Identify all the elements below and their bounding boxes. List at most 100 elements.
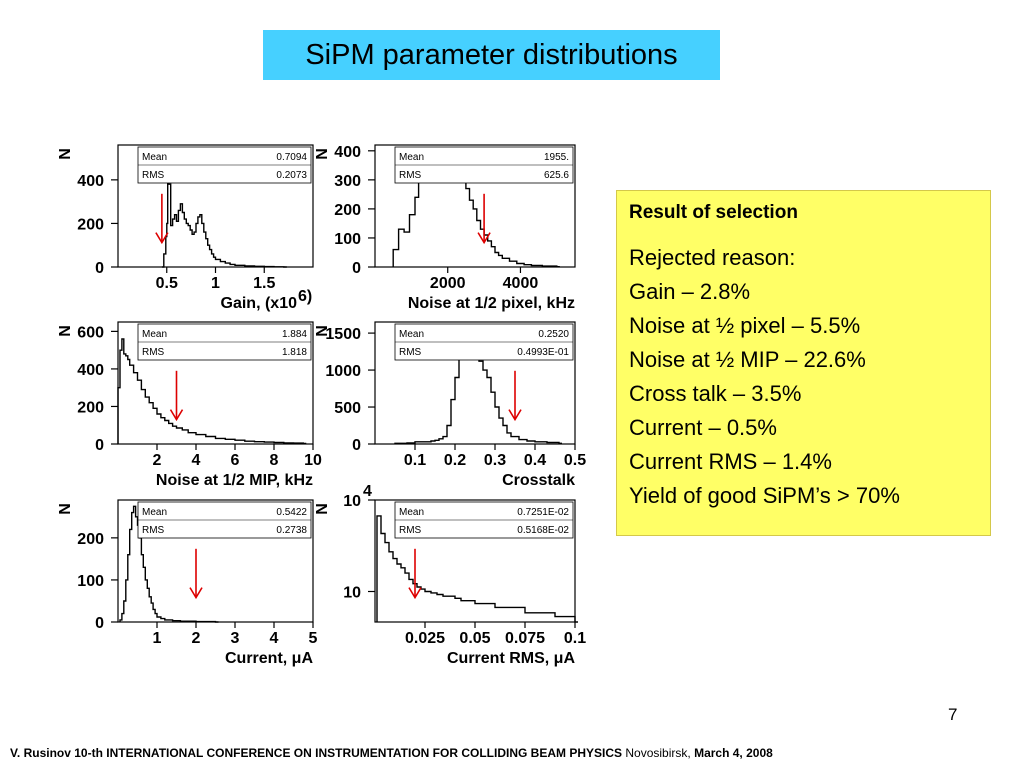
stats-mean-value: 1955. bbox=[544, 152, 569, 163]
y-tick-label: 100 bbox=[334, 231, 361, 248]
x-tick-label: 0.3 bbox=[484, 452, 506, 469]
x-tick-label: 4 bbox=[270, 630, 279, 647]
stats-rms-value: 0.2738 bbox=[276, 525, 307, 536]
x-tick-label: 0.1 bbox=[564, 630, 586, 647]
y-tick-exponent: 4 bbox=[363, 483, 372, 500]
x-tick-label: 3 bbox=[231, 630, 240, 647]
x-tick-label: 4 bbox=[192, 452, 201, 469]
result-line: Rejected reason: bbox=[629, 245, 796, 270]
y-axis-title: N bbox=[57, 503, 74, 515]
result-line: Noise at ½ pixel – 5.5% bbox=[629, 313, 861, 338]
x-tick-label: 2 bbox=[153, 452, 162, 469]
footer-date: March 4, 2008 bbox=[694, 746, 773, 760]
x-tick-label: 4000 bbox=[503, 275, 539, 292]
y-tick-label: 200 bbox=[77, 216, 104, 233]
cut-arrow-head bbox=[477, 232, 491, 245]
stats-mean-label: Mean bbox=[142, 152, 167, 163]
cut-arrow-head bbox=[508, 409, 522, 422]
y-tick-label: 200 bbox=[334, 202, 361, 219]
result-line: Current RMS – 1.4% bbox=[629, 449, 832, 474]
stats-rms-value: 1.818 bbox=[282, 347, 307, 358]
y-tick-label: 400 bbox=[77, 173, 104, 190]
y-tick-label: 400 bbox=[77, 362, 104, 379]
x-tick-label: 0.05 bbox=[459, 630, 490, 647]
stats-mean-value: 0.2520 bbox=[538, 329, 569, 340]
result-line: Noise at ½ MIP – 22.6% bbox=[629, 347, 866, 372]
slide-title: SiPM parameter distributions bbox=[263, 30, 720, 80]
x-tick-label: 0.2 bbox=[444, 452, 466, 469]
stats-rms-label: RMS bbox=[399, 347, 422, 358]
y-axis-title: N bbox=[57, 148, 74, 160]
x-axis-exponent: 6) bbox=[298, 288, 312, 305]
histogram-line bbox=[376, 515, 578, 623]
histogram-panel: Mean 1.884 RMS 1.818 0 200 400 600 2 4 6 8 10 Noise a… bbox=[57, 321, 322, 489]
y-tick-label: 0 bbox=[95, 615, 104, 632]
histogram-line bbox=[161, 148, 287, 268]
y-tick-label: 1500 bbox=[325, 326, 361, 343]
x-tick-label: 0.1 bbox=[404, 452, 426, 469]
x-axis-unit: μA bbox=[292, 650, 314, 667]
x-axis-title: Crosstalk bbox=[502, 472, 575, 489]
plot-frame bbox=[117, 321, 314, 445]
x-tick-label: 0.4 bbox=[524, 452, 546, 469]
stats-mean-label: Mean bbox=[399, 329, 424, 340]
stats-mean-label: Mean bbox=[399, 507, 424, 518]
y-tick-label: 10 bbox=[343, 585, 361, 602]
plot-frame bbox=[374, 321, 576, 445]
cut-arrow-head bbox=[155, 232, 169, 245]
y-tick-label: 0 bbox=[352, 260, 361, 277]
x-tick-label: 6 bbox=[231, 452, 240, 469]
x-tick-label: 0.5 bbox=[564, 452, 586, 469]
x-axis-title: Noise at 1/2 MIP, kHz bbox=[156, 472, 313, 489]
x-tick-label: 2000 bbox=[430, 275, 466, 292]
stats-mean-value: 0.5422 bbox=[276, 507, 307, 518]
result-panel: Result of selection Rejected reason: Gai… bbox=[616, 190, 991, 536]
stats-mean-label: Mean bbox=[142, 329, 167, 340]
y-tick-label: 200 bbox=[77, 531, 104, 548]
stats-mean-label: Mean bbox=[142, 507, 167, 518]
x-tick-label: 10 bbox=[304, 452, 322, 469]
histogram-line bbox=[119, 505, 219, 623]
y-tick-label: 0 bbox=[352, 437, 361, 454]
y-tick-label: 10 bbox=[343, 493, 361, 510]
x-tick-label: 5 bbox=[309, 630, 318, 647]
stats-rms-value: 0.5168E-02 bbox=[517, 525, 569, 536]
stats-rms-label: RMS bbox=[142, 170, 165, 181]
x-tick-label: 0.075 bbox=[505, 630, 545, 647]
histogram-panel: Mean 0.7094 RMS 0.2073 0 200 400 0.5 1 1.5 Gain, (… bbox=[57, 144, 314, 312]
x-tick-label: 0.025 bbox=[405, 630, 445, 647]
stats-mean-value: 0.7251E-02 bbox=[517, 507, 569, 518]
x-axis-title: Gain, (x10 bbox=[221, 295, 298, 312]
y-tick-label: 100 bbox=[77, 573, 104, 590]
stats-mean-value: 1.884 bbox=[282, 329, 307, 340]
x-axis-unit: μA bbox=[554, 650, 576, 667]
stats-rms-value: 0.2073 bbox=[276, 170, 307, 181]
y-axis-title: N bbox=[314, 503, 331, 515]
stats-mean-value: 0.7094 bbox=[276, 152, 307, 163]
footer-conference: V. Rusinov 10-th INTERNATIONAL CONFERENC… bbox=[10, 746, 623, 760]
stats-rms-value: 0.4993E-01 bbox=[517, 347, 569, 358]
result-heading: Result of selection bbox=[629, 202, 798, 223]
x-tick-label: 8 bbox=[270, 452, 279, 469]
x-axis-title: Noise at 1/2 pixel, kHz bbox=[408, 295, 575, 312]
y-tick-label: 600 bbox=[77, 324, 104, 341]
y-axis-title: N bbox=[314, 148, 331, 160]
result-line: Gain – 2.8% bbox=[629, 279, 751, 304]
x-axis-title: Current RMS, μA bbox=[447, 650, 575, 667]
result-line: Cross talk – 3.5% bbox=[629, 381, 802, 406]
cut-arrow-head bbox=[189, 587, 203, 600]
result-line: Current – 0.5% bbox=[629, 415, 777, 440]
histogram-panel: Mean 1955. RMS 625.6 0 100 200 300 400 2000 4000 No… bbox=[314, 144, 576, 312]
y-tick-label: 200 bbox=[77, 399, 104, 416]
histogram-panel: Mean 0.5422 RMS 0.2738 0 100 200 1 2 3 4 5 Current, … bbox=[57, 499, 318, 667]
x-tick-label: 2 bbox=[192, 630, 201, 647]
y-tick-label: 0 bbox=[95, 437, 104, 454]
plot-frame bbox=[374, 144, 576, 268]
stats-rms-label: RMS bbox=[399, 525, 422, 536]
x-axis-title: Current, μA bbox=[225, 650, 313, 667]
stats-rms-label: RMS bbox=[142, 525, 165, 536]
y-axis-title: N bbox=[314, 325, 331, 337]
histogram-line bbox=[117, 338, 307, 445]
x-tick-label: 1 bbox=[153, 630, 162, 647]
